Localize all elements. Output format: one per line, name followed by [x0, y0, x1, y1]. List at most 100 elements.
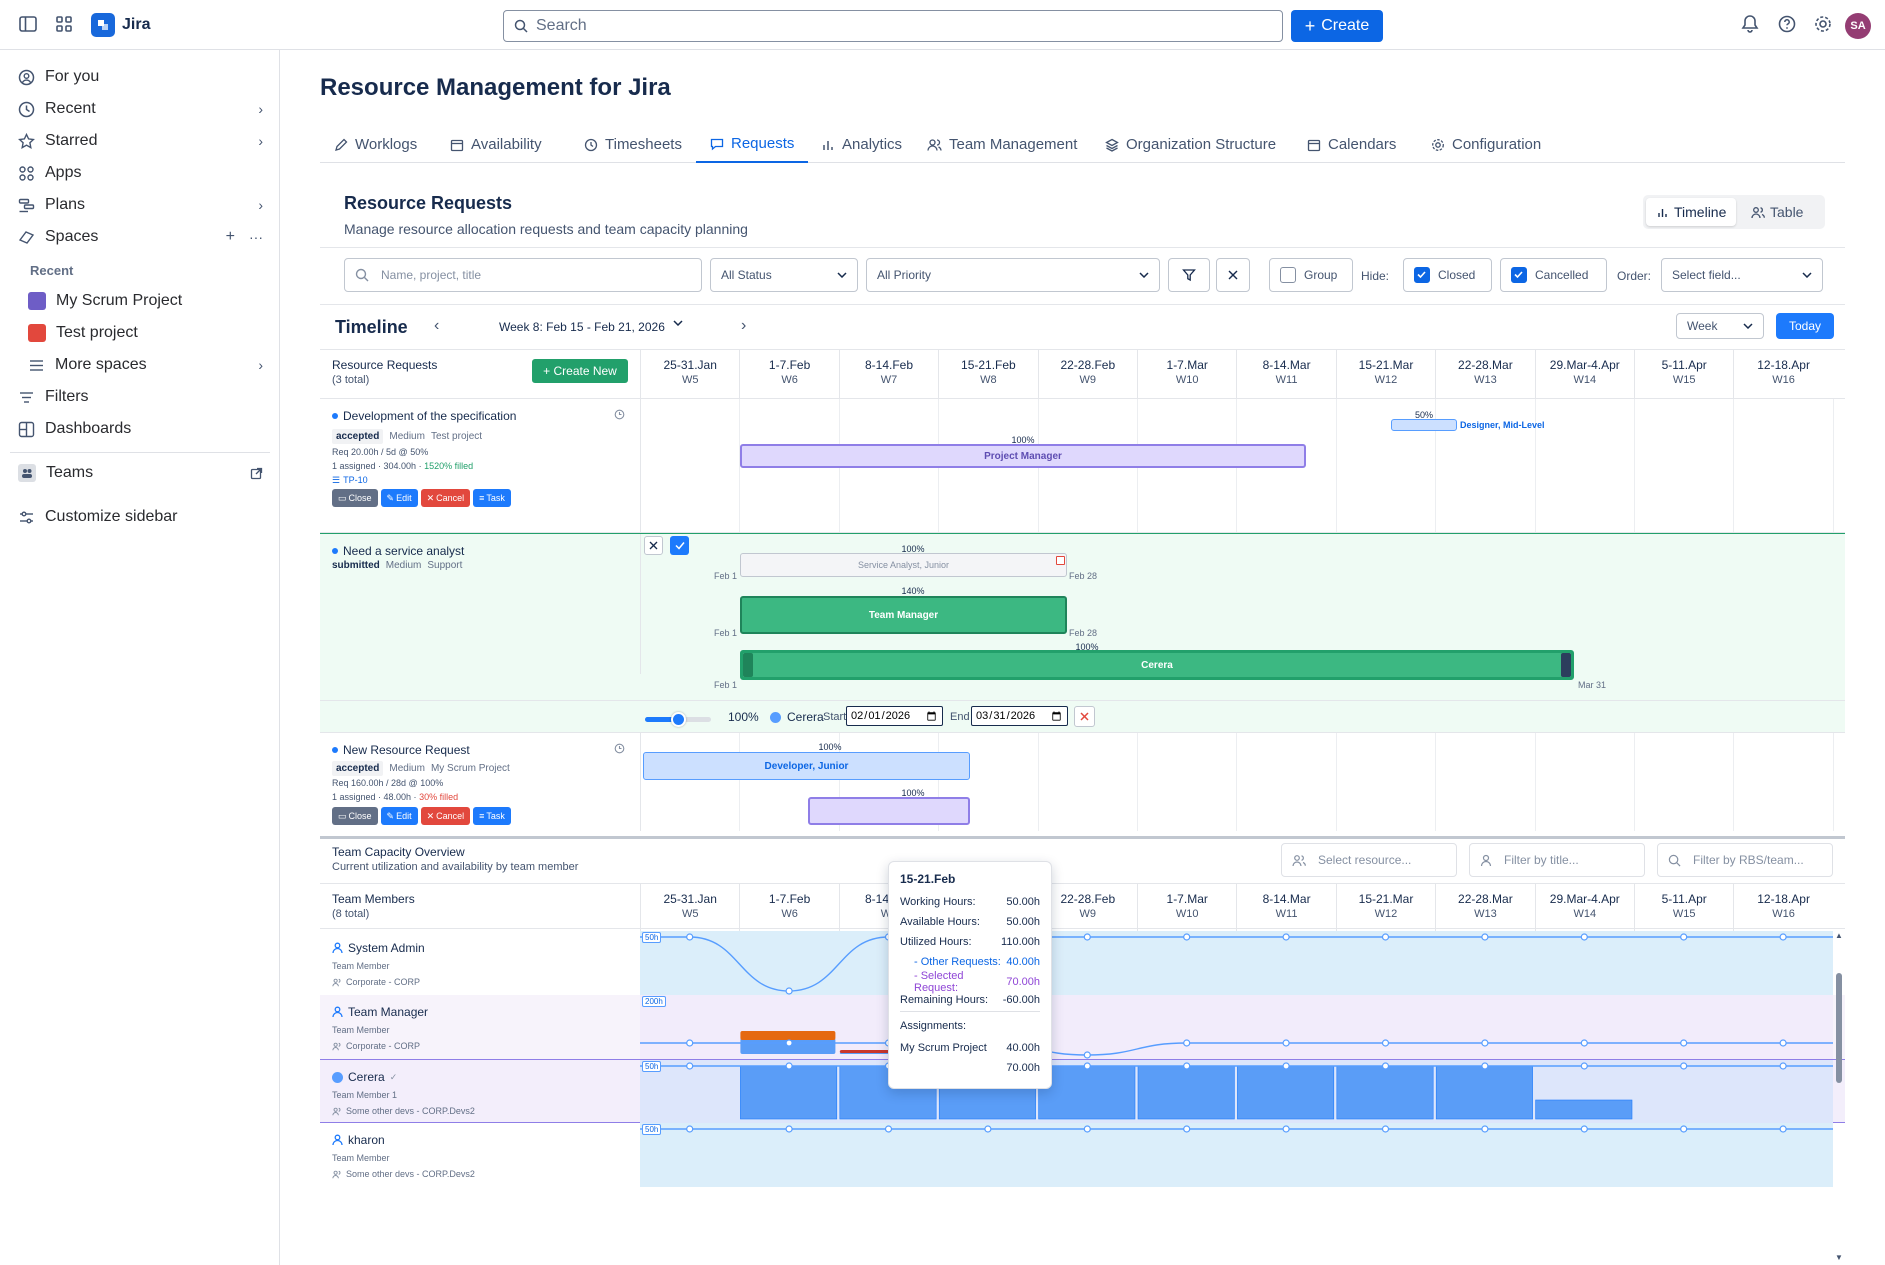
tab-calendars[interactable]: Calendars [1293, 126, 1410, 163]
week-chevron-down-icon[interactable] [673, 320, 683, 326]
tab-analytics[interactable]: Analytics [807, 126, 916, 163]
search-input[interactable]: Search [503, 10, 1283, 42]
sidebar-project-test-project[interactable]: Test project [28, 320, 263, 346]
edit-request-button[interactable]: ✎ Edit [380, 489, 418, 507]
request-title[interactable]: Need a service analyst [332, 544, 464, 558]
select-resource-input[interactable]: Select resource... [1281, 843, 1457, 877]
group-checkbox[interactable]: Group [1269, 258, 1353, 292]
capacity-point[interactable] [1481, 1039, 1489, 1047]
capacity-point[interactable] [1381, 1125, 1390, 1133]
remove-allocation-button[interactable] [1074, 706, 1095, 727]
chevron-right-icon[interactable]: › [258, 133, 263, 149]
capacity-point[interactable] [1580, 1039, 1588, 1047]
capacity-point[interactable] [1779, 1039, 1787, 1047]
capacity-point[interactable] [785, 1039, 793, 1047]
capacity-point[interactable] [686, 1125, 694, 1133]
hide-closed-checkbox[interactable]: Closed [1403, 258, 1492, 292]
percent-slider[interactable] [645, 712, 711, 727]
capacity-point[interactable] [1381, 1062, 1390, 1070]
task-request-button[interactable]: ≡ Task [473, 489, 511, 507]
user-avatar[interactable]: SA [1845, 13, 1871, 39]
sidebar-item-filters[interactable]: Filters [18, 384, 263, 410]
filter-rbs-input[interactable]: Filter by RBS/team... [1657, 843, 1833, 877]
task-request-button[interactable]: ≡ Task [473, 807, 511, 825]
week-label[interactable]: Week 8: Feb 15 - Feb 21, 2026 [499, 320, 665, 334]
sidebar-item-customize[interactable]: Customize sidebar [18, 504, 263, 530]
capacity-point[interactable] [1083, 933, 1091, 941]
history-clock-icon[interactable] [614, 743, 625, 754]
close-request-button[interactable]: ▭ Close [332, 489, 378, 507]
capacity-point[interactable] [1282, 1125, 1290, 1133]
vertical-scrollbar[interactable]: ▲ ▼ [1834, 931, 1844, 1265]
utilization-bar[interactable] [740, 1031, 836, 1040]
tab-configuration[interactable]: Configuration [1417, 126, 1555, 163]
sidebar-item-starred[interactable]: Starred › [18, 128, 263, 154]
more-options-icon[interactable]: ··· [249, 229, 263, 245]
sidebar-item-plans[interactable]: Plans › [18, 192, 263, 218]
tab-organization-structure[interactable]: Organization Structure [1091, 126, 1290, 163]
scale-select[interactable]: Week [1676, 313, 1764, 339]
capacity-point[interactable] [1083, 1062, 1091, 1070]
notifications-bell-icon[interactable] [1741, 14, 1763, 36]
team-member-row[interactable]: System Admin Team Member Corporate - CORP 5… [320, 931, 1845, 995]
create-new-request-button[interactable]: + Create New [532, 359, 628, 383]
chevron-right-icon[interactable]: › [258, 357, 263, 373]
utilization-bar[interactable] [740, 1065, 838, 1120]
clear-filters-button[interactable] [1216, 258, 1250, 292]
tab-availability[interactable]: Availability [436, 126, 556, 163]
utilization-bar[interactable] [1535, 1099, 1633, 1120]
sidebar-item-apps[interactable]: Apps [18, 160, 263, 186]
capacity-point[interactable] [686, 933, 694, 941]
capacity-point[interactable] [1779, 933, 1787, 941]
sidebar-item-recent[interactable]: Recent › [18, 96, 263, 122]
capacity-point[interactable] [1580, 1125, 1588, 1133]
capacity-point[interactable] [686, 1039, 694, 1047]
capacity-point[interactable] [1183, 1062, 1191, 1070]
chevron-right-icon[interactable]: › [258, 101, 263, 117]
close-request-button[interactable]: ▭ Close [332, 807, 378, 825]
scroll-down-icon[interactable]: ▼ [1835, 1253, 1843, 1262]
cancel-request-button[interactable]: ✕ Cancel [420, 807, 471, 825]
tab-team-management[interactable]: Team Management [913, 126, 1091, 163]
capacity-point[interactable] [1680, 933, 1688, 941]
sidebar-project-my-scrum-project[interactable]: My Scrum Project [28, 288, 263, 314]
capacity-point[interactable] [1183, 1125, 1191, 1133]
start-date-input[interactable] [846, 706, 943, 726]
capacity-point[interactable] [1779, 1062, 1787, 1070]
capacity-point[interactable] [1779, 1125, 1787, 1133]
discard-changes-button[interactable] [644, 536, 663, 555]
capacity-point[interactable] [1183, 933, 1191, 941]
request-search-input[interactable]: Name, project, title [344, 258, 702, 292]
table-view-button[interactable]: Table [1741, 198, 1813, 226]
create-button[interactable]: + Create [1291, 10, 1383, 42]
history-clock-icon[interactable] [614, 409, 625, 420]
today-button[interactable]: Today [1776, 313, 1834, 339]
sidebar-item-teams[interactable]: Teams [18, 460, 263, 486]
capacity-point[interactable] [1381, 1039, 1390, 1047]
capacity-point[interactable] [1481, 1062, 1489, 1070]
capacity-point[interactable] [1580, 1062, 1588, 1070]
allocation-bar[interactable] [808, 797, 970, 825]
capacity-point[interactable] [1481, 1125, 1489, 1133]
capacity-point[interactable] [1481, 933, 1489, 941]
utilization-bar[interactable] [1038, 1065, 1136, 1120]
team-member-row[interactable]: Team Manager Team Member Corporate - CORP 2… [320, 995, 1845, 1059]
add-space-icon[interactable]: + [225, 228, 235, 245]
settings-gear-icon[interactable] [1813, 14, 1835, 36]
tab-requests[interactable]: Requests [696, 126, 809, 163]
cancel-request-button[interactable]: ✕ Cancel [420, 489, 471, 507]
allocation-bar[interactable]: Team Manager [740, 596, 1067, 634]
capacity-point[interactable] [1183, 1039, 1191, 1047]
capacity-point[interactable] [1282, 933, 1290, 941]
capacity-point[interactable] [984, 1125, 992, 1133]
utilization-bar[interactable] [1237, 1065, 1335, 1120]
tab-timesheets[interactable]: Timesheets [570, 126, 696, 163]
tab-worklogs[interactable]: Worklogs [320, 126, 431, 163]
team-member-row[interactable]: Cerera ✓ Team Member 1 Some other devs - CO… [320, 1059, 1845, 1124]
timeline-view-button[interactable]: Timeline [1646, 198, 1737, 226]
prev-week-chevron-left-icon[interactable]: ‹ [434, 317, 440, 334]
filter-button[interactable] [1168, 258, 1210, 292]
edit-request-button[interactable]: ✎ Edit [380, 807, 418, 825]
capacity-point[interactable] [1680, 1125, 1688, 1133]
resize-handle-right[interactable] [1561, 653, 1571, 677]
